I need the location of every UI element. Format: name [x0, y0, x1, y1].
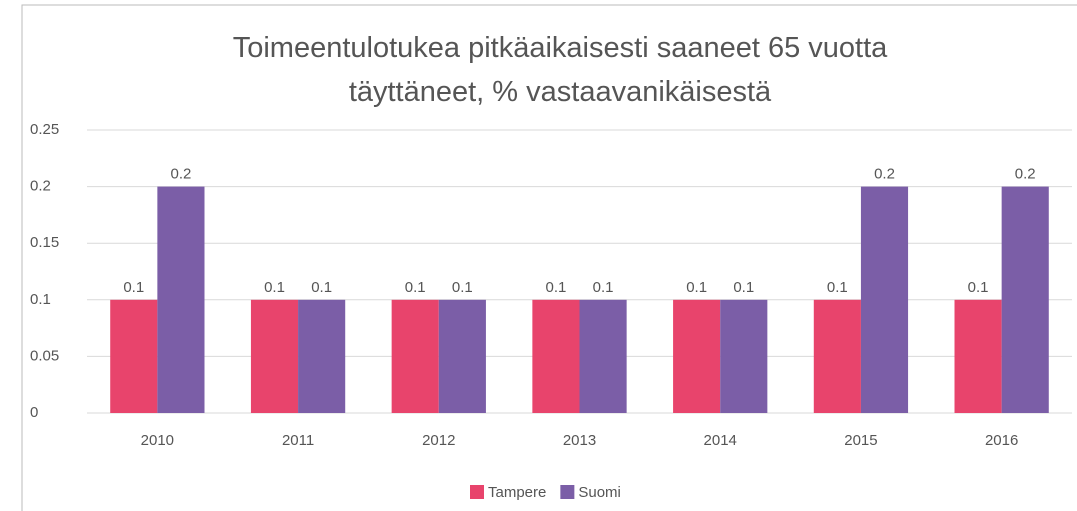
- legend-label: Tampere: [488, 484, 546, 501]
- y-tick-label: 0.25: [30, 121, 59, 138]
- bar: [110, 299, 158, 413]
- y-tick-label: 0.05: [30, 347, 59, 364]
- bar: [250, 299, 299, 413]
- data-label: 0.1: [311, 279, 332, 296]
- data-label: 0.1: [452, 279, 473, 296]
- y-tick-label: 0.15: [30, 234, 59, 251]
- data-label: 0.1: [123, 279, 144, 296]
- bar: [438, 299, 486, 413]
- x-tick-label: 2016: [985, 432, 1018, 449]
- bar: [157, 186, 205, 413]
- y-tick-label: 0.1: [30, 291, 51, 308]
- legend-swatch: [560, 485, 575, 499]
- x-tick-label: 2014: [704, 432, 737, 449]
- legend-swatch: [470, 485, 484, 499]
- data-label: 0.2: [170, 166, 191, 183]
- x-tick-label: 2015: [844, 432, 877, 449]
- bar: [1001, 186, 1049, 413]
- y-tick-label: 0.2: [30, 178, 51, 195]
- data-label: 0.1: [546, 279, 567, 296]
- data-label: 0.1: [264, 279, 285, 296]
- bar: [532, 299, 580, 413]
- chart-border: [21, 4, 1077, 511]
- data-label: 0.1: [733, 279, 754, 296]
- bar: [954, 299, 1002, 413]
- x-tick-label: 2010: [141, 432, 174, 449]
- x-tick-label: 2013: [563, 432, 596, 449]
- bar: [720, 299, 768, 413]
- y-tick-label: 0: [30, 404, 38, 421]
- bar: [813, 299, 861, 413]
- bar: [579, 299, 627, 413]
- bar: [391, 299, 439, 413]
- x-tick-label: 2011: [282, 432, 314, 449]
- data-label: 0.1: [593, 279, 614, 296]
- data-label: 0.1: [827, 279, 848, 296]
- legend-label: Suomi: [578, 484, 621, 501]
- data-label: 0.2: [874, 166, 895, 183]
- bar: [298, 299, 346, 413]
- data-label: 0.1: [686, 279, 707, 296]
- data-label: 0.2: [1015, 166, 1036, 183]
- x-tick-label: 2012: [422, 432, 455, 449]
- bar: [673, 299, 721, 413]
- data-label: 0.1: [968, 279, 989, 296]
- data-label: 0.1: [405, 279, 426, 296]
- bar: [860, 186, 909, 413]
- chart-title: Toimeentulotukea pitkäaikaisesti saaneet…: [232, 32, 888, 108]
